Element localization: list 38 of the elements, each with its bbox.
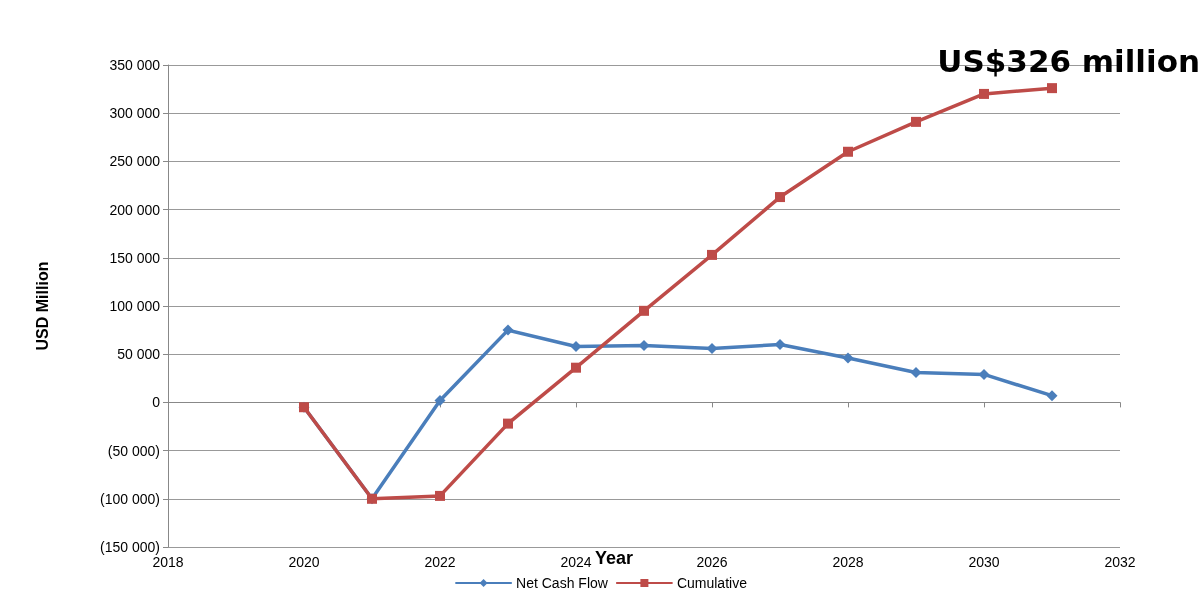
point [842,352,854,364]
x-tick-label: 2020 [288,554,320,570]
x-tick-label: 2024 [560,554,592,570]
x-tick-label: 2028 [832,554,864,570]
annotation: US$326 million [937,42,1200,79]
legend-label: Net Cash Flow [516,575,609,591]
point [434,394,446,406]
point [843,146,853,157]
point [502,324,514,336]
y-tick-label: (100 000) [100,490,160,507]
point [979,88,989,99]
point [707,249,717,260]
point [503,418,513,429]
y-tick-label: 50 000 [117,346,161,363]
y-tick-label: 200 000 [109,201,161,218]
x-tick-label: 2018 [152,554,184,570]
y-tick-label: 250 000 [109,153,161,170]
x-axis-title: Year [594,548,634,568]
y-tick-label: 0 [152,394,161,411]
x-tick-label: 2032 [1104,554,1136,570]
x-tick-label: 2030 [968,554,1000,570]
point [435,490,445,501]
y-tick-label: 100 000 [109,298,161,314]
point [571,362,581,373]
point [639,305,649,316]
point [775,192,785,203]
y-tick-label: 350 000 [109,57,161,73]
y-tick-label: (50 000) [107,442,160,459]
legend-label: Cumulative [676,575,748,591]
y-tick-label: 300 000 [109,105,161,122]
x-tick-label: 2022 [424,554,456,570]
y-axis-title: USD Million [33,261,51,351]
point [1046,390,1058,402]
x-tick-label: 2026 [696,554,728,570]
point [911,116,921,127]
point [1047,83,1057,94]
y-tick-label: 150 000 [109,249,161,266]
y-tick-label: (150 000) [100,539,160,555]
